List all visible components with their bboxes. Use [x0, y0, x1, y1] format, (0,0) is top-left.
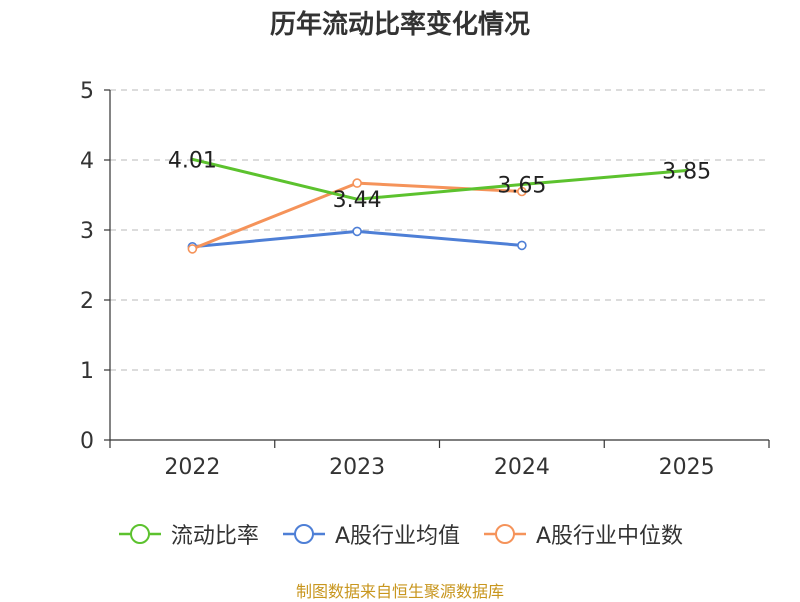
- y-tick-label: 5: [80, 79, 94, 104]
- x-tick-label: 2022: [164, 455, 220, 480]
- legend-item-industry-median[interactable]: A股行业中位数: [482, 518, 683, 550]
- chart-legend: 流动比率 A股行业均值 A股行业中位数: [0, 518, 800, 550]
- legend-label-industry-mean: A股行业均值: [334, 524, 460, 549]
- data-label: 3.85: [662, 160, 711, 185]
- data-label: 3.65: [497, 174, 546, 199]
- data-label: 3.44: [333, 188, 382, 213]
- x-tick-label: 2025: [659, 455, 715, 480]
- legend-label-industry-median: A股行业中位数: [536, 524, 684, 549]
- y-tick-label: 4: [80, 149, 94, 174]
- data-point: [352, 226, 362, 237]
- legend-item-current-ratio[interactable]: 流动比率: [117, 518, 259, 550]
- legend-label-current-ratio: 流动比率: [170, 524, 259, 549]
- chart-title: 历年流动比率变化情况: [269, 10, 530, 40]
- legend-marker-orange-icon: [484, 524, 526, 544]
- y-tick-label: 2: [80, 289, 94, 314]
- x-tick-label: 2023: [329, 455, 385, 480]
- y-tick-label: 0: [80, 429, 94, 454]
- data-point: [187, 244, 198, 254]
- x-tick-label: 2024: [494, 455, 550, 480]
- series-line: [190, 157, 689, 201]
- data-source-note: 制图数据来自恒生聚源数据库: [295, 582, 504, 601]
- y-tick-label: 3: [80, 219, 94, 244]
- legend-marker-green-icon: [118, 524, 161, 544]
- data-point: [352, 178, 362, 188]
- data-label: 4.01: [168, 148, 217, 173]
- y-tick-label: 1: [80, 359, 94, 384]
- data-point: [517, 186, 527, 197]
- legend-item-industry-mean[interactable]: A股行业均值: [281, 518, 460, 550]
- legend-marker-blue-icon: [282, 524, 325, 544]
- data-point: [517, 240, 527, 251]
